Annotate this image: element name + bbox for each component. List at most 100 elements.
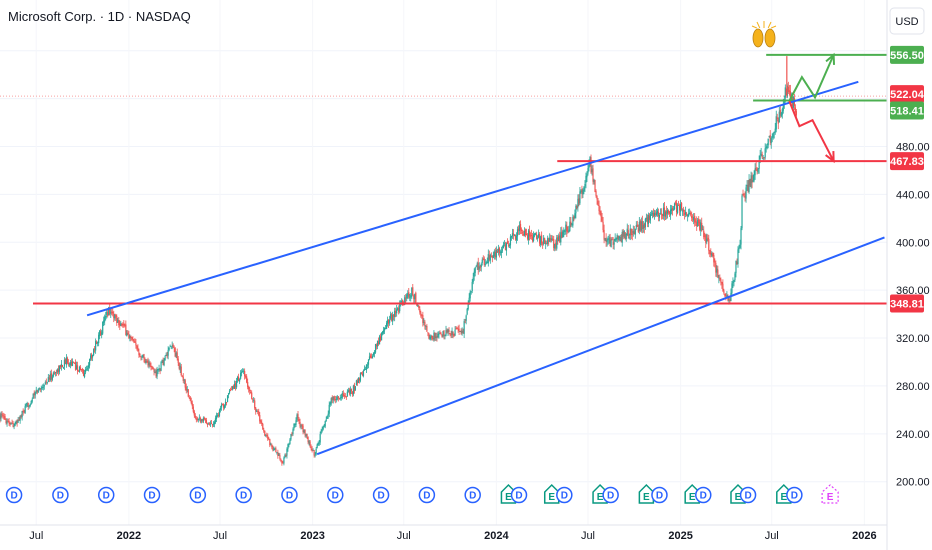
candle-up xyxy=(608,238,610,240)
bearish-arrow-head xyxy=(825,151,835,164)
candle-down xyxy=(204,419,206,421)
currency-button-box[interactable] xyxy=(889,7,925,35)
candle-up xyxy=(571,224,573,226)
candle-down xyxy=(133,341,135,343)
candle-down xyxy=(769,135,771,142)
candle-up xyxy=(508,245,511,247)
candle-up xyxy=(392,314,394,322)
candle-down xyxy=(5,418,7,424)
candle-up xyxy=(34,392,36,396)
candle-down xyxy=(269,439,271,446)
candle-down xyxy=(704,235,706,237)
candle-down xyxy=(479,266,481,268)
candle-down xyxy=(665,211,668,215)
candle-up xyxy=(75,365,78,370)
candle-down xyxy=(119,323,121,327)
candle-down xyxy=(143,354,145,359)
candle-up xyxy=(330,398,332,404)
candle-up xyxy=(357,377,360,383)
candle-down xyxy=(415,292,417,304)
candle-down xyxy=(307,437,309,443)
candle-up xyxy=(635,225,637,228)
candle-down xyxy=(722,283,724,291)
dividend-marker xyxy=(651,486,668,504)
candle-down xyxy=(747,184,749,191)
candle-down xyxy=(667,210,670,213)
candle-up xyxy=(711,253,713,257)
candle-down xyxy=(245,376,247,378)
candle-up xyxy=(558,235,560,242)
candle-up xyxy=(17,419,19,423)
candle-up xyxy=(628,236,630,238)
candle-up xyxy=(233,383,236,389)
candle-up xyxy=(778,111,780,123)
y-tick-label: 240.00 xyxy=(896,429,930,441)
candle-up xyxy=(454,329,456,336)
dividend-marker xyxy=(189,486,207,504)
candle-down xyxy=(566,225,568,232)
candle-up xyxy=(758,160,760,169)
candle-up xyxy=(754,168,756,176)
candle-down xyxy=(221,403,224,405)
candle-up xyxy=(389,319,391,323)
candle-down xyxy=(482,258,484,260)
currency-button[interactable]: USD xyxy=(889,7,925,35)
candle-up xyxy=(108,307,110,316)
earnings-marker xyxy=(684,483,700,504)
candle-down xyxy=(252,398,254,400)
candle-up xyxy=(179,365,181,370)
candle-up xyxy=(300,425,302,427)
candle-down xyxy=(694,215,696,223)
candle-down xyxy=(597,200,599,205)
dividend-marker xyxy=(556,486,573,504)
candle-down xyxy=(443,330,445,336)
candle-down xyxy=(122,324,124,326)
candle-down xyxy=(244,371,246,377)
candle-up xyxy=(472,277,474,283)
x-tick-label: 2024 xyxy=(484,530,509,542)
candle-down xyxy=(668,211,671,214)
candle-up xyxy=(574,213,576,218)
candle-down xyxy=(691,215,693,219)
candle-up xyxy=(167,350,169,356)
candle-up xyxy=(98,334,100,344)
candle-down xyxy=(455,328,457,330)
candle-up xyxy=(316,444,318,449)
candle-up xyxy=(294,424,296,425)
candle-up xyxy=(762,158,764,160)
candle-down xyxy=(787,86,789,93)
candle-down xyxy=(309,441,311,447)
y-tick-label: 320.00 xyxy=(896,333,930,345)
dividend-marker-label: D xyxy=(57,491,64,502)
candle-up xyxy=(615,239,617,240)
candle-up xyxy=(444,334,446,336)
candle-down xyxy=(302,425,304,433)
candle-up xyxy=(731,283,733,293)
candle-down xyxy=(195,418,197,420)
candle-down xyxy=(542,243,544,245)
chart-title: Microsoft Corp. · 1D · NASDAQ xyxy=(8,9,191,24)
candle-down xyxy=(657,211,660,217)
candle-down xyxy=(576,206,578,208)
candle-down xyxy=(636,224,638,227)
y-tick-label: 200.00 xyxy=(896,477,930,489)
price-badge-label: 522.04 xyxy=(890,89,925,101)
candle-up xyxy=(106,311,108,315)
candle-up xyxy=(562,231,564,238)
candle-up xyxy=(407,293,409,296)
candle-up xyxy=(445,330,447,336)
candle-up xyxy=(543,237,545,244)
candle-down xyxy=(0,415,1,420)
candle-down xyxy=(491,256,493,258)
hand-ray xyxy=(771,25,777,29)
candle-up xyxy=(584,184,586,187)
candle-up xyxy=(734,273,736,281)
candle-up xyxy=(148,362,150,366)
earnings-marker-label: E xyxy=(548,492,555,503)
candle-up xyxy=(110,311,112,314)
candle-down xyxy=(272,447,274,450)
candle-down xyxy=(20,416,22,418)
candle-up xyxy=(347,390,349,393)
candle-up xyxy=(470,291,472,293)
